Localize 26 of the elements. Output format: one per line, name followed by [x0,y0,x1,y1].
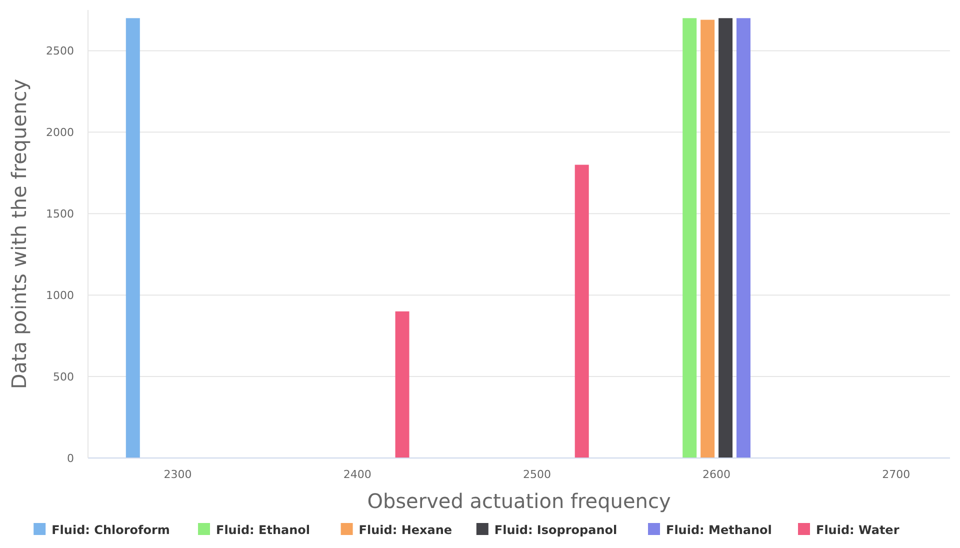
legend-label: Fluid: Isopropanol [494,523,618,537]
y-tick-label: 2000 [46,126,74,140]
bar [718,18,733,458]
bar [395,311,410,458]
bar [126,18,140,458]
y-axis-title: Data points with the frequency [7,78,31,390]
x-axis-title: Observed actuation frequency [367,489,671,513]
legend-label: Fluid: Water [816,523,900,537]
x-tick-label: 2400 [343,468,372,481]
x-tick-label: 2700 [882,468,910,481]
legend-label: Fluid: Chloroform [52,523,170,537]
y-tick-label: 1000 [46,288,74,302]
legend-label: Fluid: Methanol [666,523,772,537]
legend-label: Fluid: Hexane [358,523,452,537]
y-tick-label: 500 [53,370,74,384]
bar [682,18,697,458]
x-tick-label: 2600 [702,468,731,481]
x-tick-label: 2500 [522,468,551,481]
bar [700,20,715,458]
legend-label: Fluid: Ethanol [216,523,310,537]
y-tick-label: 0 [67,452,74,465]
x-tick-label: 2300 [164,468,192,481]
bar [574,164,589,458]
y-tick-label: 2500 [46,44,74,58]
bar [736,18,750,458]
y-tick-label: 1500 [46,207,74,220]
